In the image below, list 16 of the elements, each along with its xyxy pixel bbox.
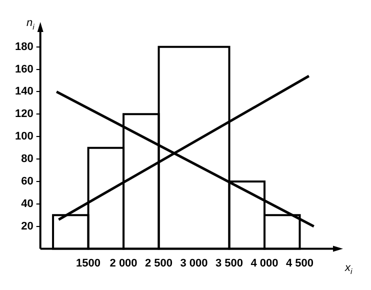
y-tick-label: 40 <box>21 198 34 210</box>
y-tick-label: 140 <box>14 86 34 98</box>
x-tick-label: 1500 <box>76 257 101 270</box>
x-tick-label: 4 500 <box>286 257 314 270</box>
x-tick-label: 3 000 <box>180 257 208 270</box>
y-tick-label: 60 <box>21 176 34 188</box>
x-tick-label: 2 000 <box>110 257 138 270</box>
y-tick-label: 160 <box>14 63 34 76</box>
x-tick-label: 4 000 <box>250 257 278 270</box>
y-tick-label: 120 <box>14 108 34 120</box>
x-tick-label: 2 500 <box>145 257 173 270</box>
y-tick-label: 80 <box>21 153 34 166</box>
x-tick-label: 3 500 <box>216 257 244 270</box>
y-tick-label: 20 <box>21 220 34 232</box>
y-tick-label: 180 <box>14 40 34 53</box>
y-tick-label: 100 <box>14 130 34 143</box>
